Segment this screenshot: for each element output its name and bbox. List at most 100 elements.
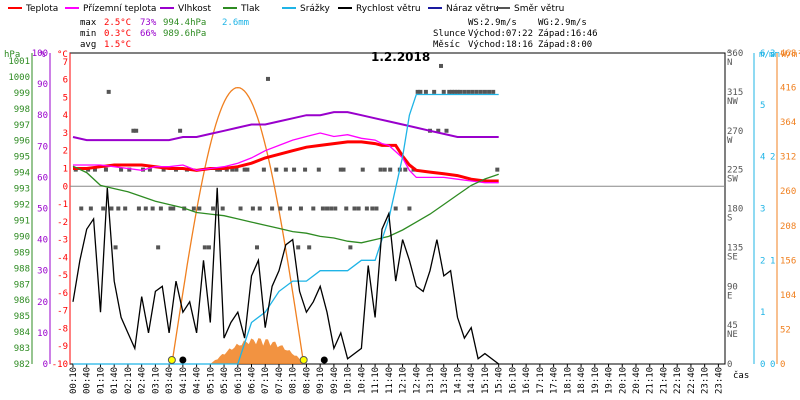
x-tick-label: 08:10	[289, 367, 299, 394]
wind-direction-point	[441, 89, 446, 94]
wind-gust-info: WG:2.9m/s	[538, 18, 587, 28]
tick-label-hpa: 1000	[8, 73, 30, 83]
tick-label-ms: 5	[760, 101, 765, 111]
tick-label-wm2: 52	[780, 325, 791, 335]
wind-direction-point	[265, 76, 270, 81]
wind-direction-point	[296, 245, 301, 250]
wind-direction-point	[344, 206, 349, 211]
tick-label-dir: E	[727, 291, 732, 301]
tick-label-pct: 0	[43, 360, 48, 370]
wind-direction-point	[393, 206, 398, 211]
tick-label-hpa: 994	[14, 169, 30, 179]
x-tick-label: 17:10	[536, 367, 546, 394]
stat-min-temp: 0.3°C	[104, 29, 131, 39]
wind-direction-point	[158, 206, 163, 211]
wind-direction-point	[178, 128, 183, 133]
stat-min-hum: 66%	[140, 29, 157, 39]
x-tick-label: 11:40	[385, 367, 395, 394]
wind-direction-point	[364, 206, 369, 211]
tick-label-pct: 60	[37, 173, 48, 183]
tick-label-hpa: 992	[14, 201, 30, 211]
wind-direction-point	[307, 245, 312, 250]
stat-max-press: 994.4hPa	[163, 18, 206, 28]
wind-direction-point	[316, 167, 321, 172]
tick-label-pct: 20	[37, 298, 48, 308]
x-tick-label: 07:40	[275, 367, 285, 394]
wind-direction-point	[119, 167, 124, 172]
wind-direction-point	[287, 206, 292, 211]
wind-direction-point	[474, 89, 479, 94]
wind-direction-point	[101, 206, 106, 211]
tick-label-hpa: 984	[14, 328, 30, 338]
wind-direction-point	[378, 167, 383, 172]
tick-label-ms: 0	[760, 360, 765, 370]
legend-label: Srážky	[300, 4, 331, 14]
x-tick-label: 22:40	[687, 367, 697, 394]
stat-avg-temp: 1.5°C	[104, 40, 131, 50]
tick-label-wm2: 208	[780, 222, 796, 232]
tick-label-dir: SE	[727, 252, 738, 262]
wind-direction-point	[452, 89, 457, 94]
x-tick-label: 02:40	[138, 367, 148, 394]
x-tick-label: 13:10	[426, 367, 436, 394]
wind-direction-point	[250, 206, 255, 211]
x-tick-label: 06:40	[248, 367, 258, 394]
wind-direction-point	[171, 206, 176, 211]
x-tick-label: 23:40	[714, 367, 724, 394]
wind-direction-point	[370, 206, 375, 211]
legend-label: Vlhkost	[178, 4, 211, 14]
wind-direction-point	[245, 167, 250, 172]
wind-direction-point	[257, 206, 262, 211]
x-tick-label: 18:10	[563, 367, 573, 394]
tick-label-wm2: 364	[780, 118, 796, 128]
tick-label-pct: 30	[37, 267, 48, 277]
tick-label-degc: 7	[63, 58, 68, 68]
tick-label-ms: 6	[760, 49, 765, 59]
wind-direction-point	[423, 89, 428, 94]
wind-direction-point	[92, 167, 97, 172]
wind-direction-point	[432, 89, 437, 94]
wind-direction-point	[283, 167, 288, 172]
x-tick-label: 03:40	[165, 367, 175, 394]
wind-direction-point	[491, 89, 496, 94]
x-tick-label: 03:10	[151, 367, 161, 394]
stat-min-label: min	[80, 29, 96, 39]
tick-label-hpa: 997	[14, 121, 30, 131]
legend-label: Rychlost větru	[356, 4, 421, 14]
tick-label-dir: NW	[727, 97, 738, 107]
wind-direction-point	[156, 245, 161, 250]
tick-label-hpa: 990	[14, 232, 30, 242]
wind-speed-info: WS:2.9m/s	[468, 18, 517, 28]
wind-direction-point	[333, 206, 338, 211]
x-tick-label: 05:40	[220, 367, 230, 394]
wind-direction-point	[168, 206, 173, 211]
tick-label-degc: -1	[57, 200, 68, 210]
tick-label-hpa: 987	[14, 280, 30, 290]
wind-direction-point	[206, 245, 211, 250]
wind-direction-point	[482, 89, 487, 94]
stat-min-press: 989.6hPa	[163, 29, 206, 39]
sun-label: Slunce	[433, 29, 466, 39]
sunset-marker	[299, 356, 308, 364]
x-tick-label: 04:10	[179, 367, 189, 394]
wind-direction-point	[478, 89, 483, 94]
tick-label-deg: 270	[727, 127, 743, 137]
tick-label-hpa: 1001	[8, 57, 30, 67]
wind-direction-point	[382, 167, 387, 172]
wind-direction-point	[407, 206, 412, 211]
wind-direction-point	[134, 128, 139, 133]
tick-label-hpa: 993	[14, 185, 30, 195]
wind-direction-point	[415, 89, 420, 94]
tick-label-wm2: 468	[780, 49, 796, 59]
tick-label-degc: -6	[57, 289, 68, 299]
wind-direction-point	[220, 206, 225, 211]
tick-label-deg: 360	[727, 49, 743, 59]
wind-direction-point	[131, 128, 136, 133]
wind-direction-point	[106, 89, 111, 94]
wind-direction-point	[418, 89, 423, 94]
wind-direction-point	[113, 245, 118, 250]
wind-direction-point	[238, 206, 243, 211]
tick-label-degc: -9	[57, 342, 68, 352]
series-line-teplota	[73, 140, 499, 183]
wind-direction-point	[143, 206, 148, 211]
